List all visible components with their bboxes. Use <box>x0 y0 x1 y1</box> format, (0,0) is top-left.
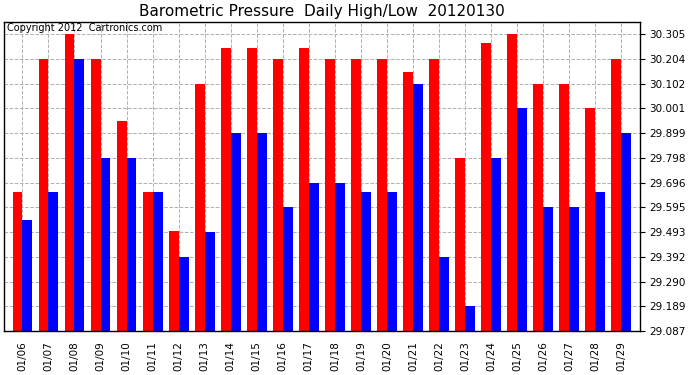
Text: Copyright 2012  Cartronics.com: Copyright 2012 Cartronics.com <box>8 23 163 33</box>
Bar <box>507 34 518 331</box>
Bar <box>247 48 257 331</box>
Bar <box>543 207 553 331</box>
Bar <box>101 158 110 331</box>
Bar <box>403 72 413 331</box>
Bar <box>585 108 595 331</box>
Bar <box>325 59 335 331</box>
Bar <box>283 207 293 331</box>
Bar <box>481 43 491 331</box>
Bar <box>351 59 361 331</box>
Bar <box>65 34 75 331</box>
Bar <box>622 134 631 331</box>
Bar <box>143 192 152 331</box>
Bar <box>22 220 32 331</box>
Bar <box>491 158 501 331</box>
Bar <box>221 48 230 331</box>
Bar <box>455 158 465 331</box>
Bar <box>12 192 22 331</box>
Bar <box>611 59 622 331</box>
Bar <box>75 59 84 331</box>
Bar <box>205 232 215 331</box>
Bar <box>48 192 59 331</box>
Bar <box>413 84 423 331</box>
Bar <box>429 59 439 331</box>
Bar <box>361 192 371 331</box>
Bar <box>377 59 387 331</box>
Bar <box>309 183 319 331</box>
Bar <box>90 59 101 331</box>
Bar <box>335 183 345 331</box>
Bar <box>518 108 527 331</box>
Bar <box>179 257 188 331</box>
Bar <box>560 84 569 331</box>
Bar <box>152 192 163 331</box>
Title: Barometric Pressure  Daily High/Low  20120130: Barometric Pressure Daily High/Low 20120… <box>139 4 505 19</box>
Bar <box>257 134 266 331</box>
Bar <box>569 207 579 331</box>
Bar <box>465 306 475 331</box>
Bar <box>299 48 309 331</box>
Bar <box>39 59 48 331</box>
Bar <box>195 84 205 331</box>
Bar <box>273 59 283 331</box>
Bar <box>439 257 449 331</box>
Bar <box>169 231 179 331</box>
Bar <box>117 121 126 331</box>
Bar <box>126 158 137 331</box>
Bar <box>387 192 397 331</box>
Bar <box>595 192 605 331</box>
Bar <box>230 134 241 331</box>
Bar <box>533 84 543 331</box>
